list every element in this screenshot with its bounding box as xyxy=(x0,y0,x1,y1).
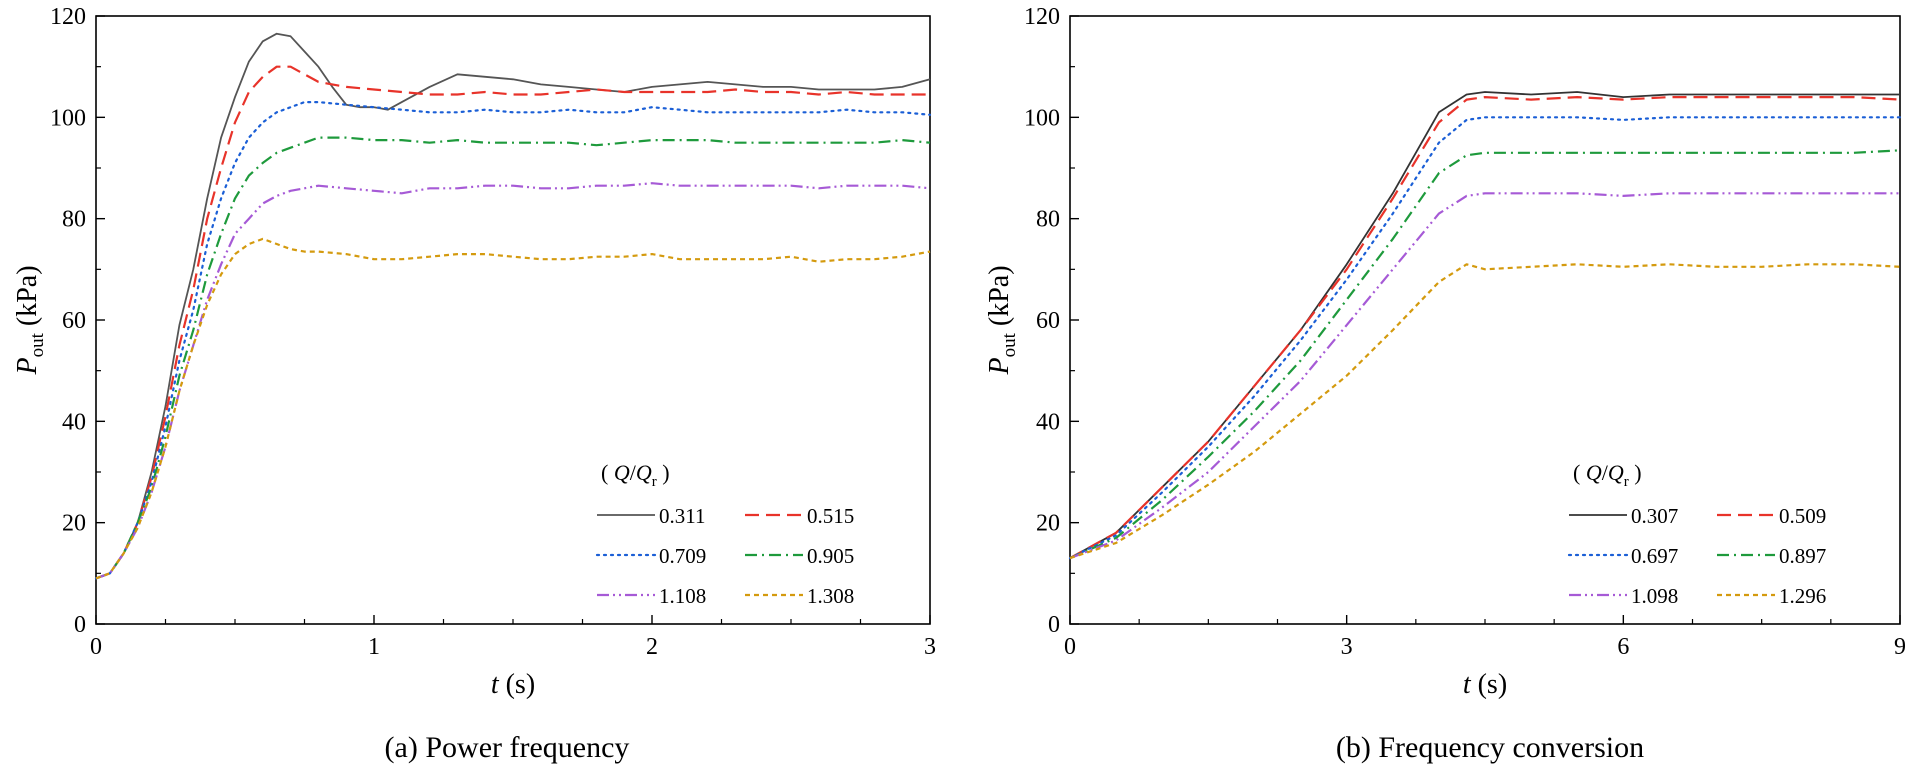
series-line-0.307 xyxy=(1069,91,1900,559)
legend-title-a: ( Q/Qr ) xyxy=(601,460,670,490)
legend-items-a: 0.311 0.515 0.709 0.905 1.108 1.308 xyxy=(595,504,854,608)
y-ticks-b: 0 20 40 60 80 100 120 xyxy=(1024,4,1079,638)
series-lines-b xyxy=(1068,91,1902,560)
x-tick-label: 0 xyxy=(1064,634,1076,660)
x-tick-label: 3 xyxy=(924,634,936,660)
x-tick-label: 0 xyxy=(90,634,102,660)
series-line-0.509 xyxy=(1069,96,1901,560)
series-line-1.308 xyxy=(95,237,931,580)
series-line-1.098 xyxy=(1069,192,1900,560)
x-axis-title-b: t (s) xyxy=(1463,669,1507,700)
x-tick-label: 9 xyxy=(1894,634,1905,660)
subtitle-b: (b) Frequency conversion xyxy=(1336,731,1644,764)
y-tick-label: 120 xyxy=(1024,4,1060,30)
y-tick-label: 100 xyxy=(1024,105,1060,131)
plot-frame-b xyxy=(1069,15,1901,625)
x-tick-label: 6 xyxy=(1617,634,1629,660)
y-axis-title-b: Pout (kPa) xyxy=(984,265,1020,375)
legend-label-0.311: 0.311 xyxy=(659,504,705,528)
y-tick-label: 80 xyxy=(1036,207,1060,233)
y-tick-label: 60 xyxy=(1036,308,1060,334)
y-tick-label: 80 xyxy=(62,207,86,233)
panel-power-frequency: 0 20 40 60 80 100 120 0 1 2 3 Pout (kPa) t (s) (a… xyxy=(12,4,936,764)
legend-title-b: ( Q/Qr ) xyxy=(1573,460,1642,490)
x-tick-label: 2 xyxy=(646,634,658,660)
series-line-0.697 xyxy=(1068,116,1902,560)
y-tick-label: 0 xyxy=(74,612,86,638)
y-axis-title-a: Pout (kPa) xyxy=(12,265,48,375)
legend-label-0.905: 0.905 xyxy=(807,544,854,568)
y-tick-label: 0 xyxy=(1048,612,1060,638)
y-tick-label: 60 xyxy=(62,308,86,334)
legend-label-0.307: 0.307 xyxy=(1631,504,1678,528)
y-tick-label: 40 xyxy=(1036,409,1060,435)
legend-items-b: 0.307 0.509 0.697 0.897 1.098 1.296 xyxy=(1567,504,1826,608)
y-tick-label: 100 xyxy=(50,105,86,131)
series-line-0.311 xyxy=(95,32,931,580)
y-tick-label: 40 xyxy=(62,409,86,435)
legend-label-1.296: 1.296 xyxy=(1779,584,1826,608)
legend-label-1.108: 1.108 xyxy=(659,584,706,608)
y-tick-label: 20 xyxy=(1036,511,1060,537)
legend-b: ( Q/Qr ) 0.307 0.509 0.697 0.897 1.098 1.296 xyxy=(1567,460,1826,608)
plot-frame-a xyxy=(95,15,931,625)
series-line-0.897 xyxy=(1069,149,1901,560)
legend-label-0.897: 0.897 xyxy=(1779,544,1826,568)
legend-label-1.308: 1.308 xyxy=(807,584,854,608)
x-ticks-b: 0 3 6 9 xyxy=(1064,615,1905,660)
x-tick-label: 1 xyxy=(368,634,380,660)
series-line-1.108 xyxy=(95,182,931,580)
y-ticks-a: 0 20 40 60 80 100 120 xyxy=(50,4,105,638)
y-tick-label: 120 xyxy=(50,4,86,30)
legend-a: ( Q/Qr ) 0.311 0.515 0.709 0.905 1.108 1.308 xyxy=(595,460,854,608)
x-ticks-a: 0 1 2 3 xyxy=(90,615,936,660)
legend-label-0.509: 0.509 xyxy=(1779,504,1826,528)
subtitle-a: (a) Power frequency xyxy=(385,731,630,764)
legend-label-1.098: 1.098 xyxy=(1631,584,1678,608)
series-line-0.905 xyxy=(95,136,931,580)
series-line-0.515 xyxy=(95,65,930,580)
legend-label-0.697: 0.697 xyxy=(1631,544,1678,568)
y-tick-label: 20 xyxy=(62,511,86,537)
legend-label-0.515: 0.515 xyxy=(807,504,854,528)
x-axis-title-a: t (s) xyxy=(491,669,535,700)
legend-label-0.709: 0.709 xyxy=(659,544,706,568)
series-line-1.296 xyxy=(1069,263,1901,560)
series-lines-a xyxy=(94,32,932,580)
x-tick-label: 3 xyxy=(1341,634,1353,660)
series-line-0.709 xyxy=(94,101,932,580)
panel-frequency-conversion: 0 20 40 60 80 100 120 0 3 6 9 Pout (kPa) t (s) (b… xyxy=(984,4,1905,764)
